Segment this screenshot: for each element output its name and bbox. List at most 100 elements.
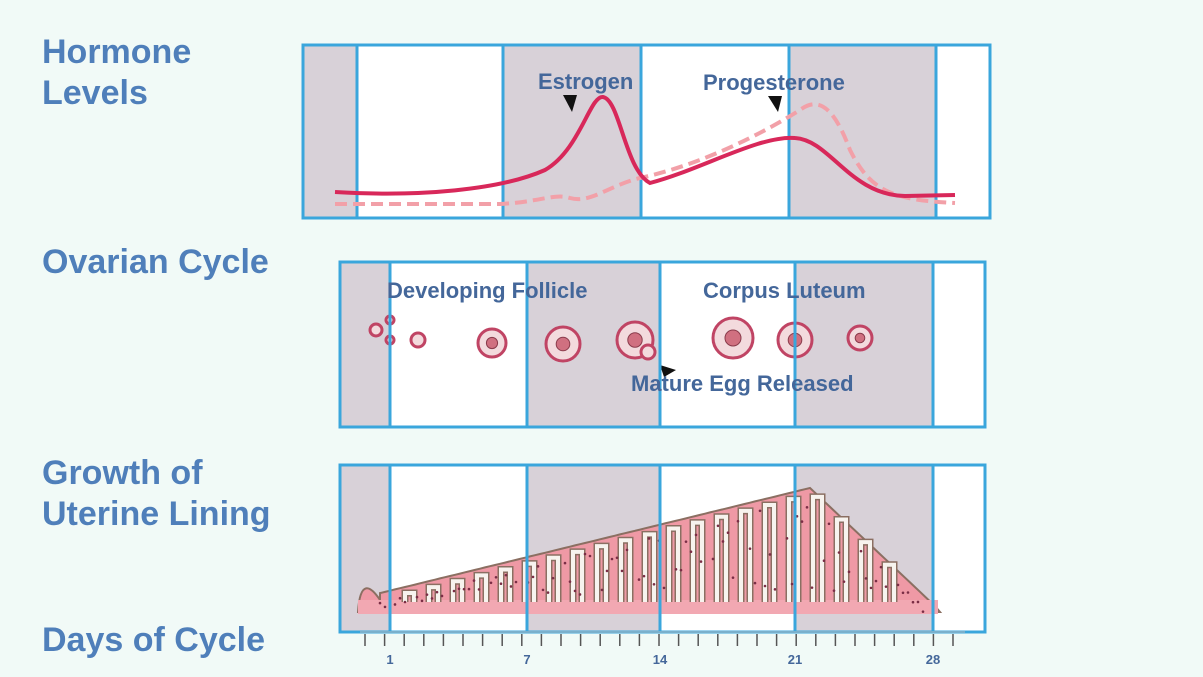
day-label: 1 [386, 652, 393, 667]
cell-dot [833, 589, 836, 592]
follicle [411, 333, 425, 347]
cell-dot [542, 589, 545, 592]
cell-dot [601, 589, 604, 592]
cell-dot [616, 556, 619, 559]
follicle-core [725, 330, 741, 346]
estrogen-label: Estrogen [538, 69, 633, 94]
cell-dot [416, 596, 419, 599]
cell-dot [663, 587, 666, 590]
day-ruler: 1 7 14 21 28 [360, 632, 965, 667]
cell-dot [727, 531, 730, 534]
cell-dot [801, 520, 804, 523]
row-label: Days of Cycle [42, 620, 265, 661]
follicle-core [556, 337, 570, 351]
follicle-core [486, 337, 497, 348]
cell-dot [717, 525, 720, 528]
cell-dot [680, 569, 683, 572]
lining-base [358, 600, 938, 614]
cell-dot [774, 588, 777, 591]
cell-dot [606, 570, 609, 573]
cell-dot [490, 582, 493, 585]
row-label: Ovarian Cycle [42, 242, 282, 283]
cell-dot [791, 583, 794, 586]
follicle [370, 324, 382, 336]
cell-dot [453, 590, 456, 593]
cell-dot [589, 555, 592, 558]
cell-dot [875, 580, 878, 583]
cell-dot [473, 579, 476, 582]
follicle-core [855, 333, 865, 343]
cell-dot [394, 603, 397, 606]
cell-dot [426, 593, 429, 596]
cell-dot [754, 582, 757, 585]
developing-follicle-label: Developing Follicle [387, 278, 587, 303]
cell-dot [828, 522, 831, 525]
cell-dot [421, 600, 424, 603]
page: Estrogen Progesterone Developing Follicl… [0, 0, 1203, 677]
cell-dot [860, 550, 863, 553]
cell-dot [922, 610, 925, 613]
cell-dot [769, 553, 772, 556]
cell-dot [399, 597, 402, 600]
day-label: 28 [926, 652, 940, 667]
row-label: Growth of Uterine Lining [42, 453, 282, 535]
cell-dot [478, 588, 481, 591]
cell-dot [552, 577, 555, 580]
cell-dot [764, 585, 767, 588]
cell-dot [811, 586, 814, 589]
cell-dot [870, 587, 873, 590]
cell-dot [885, 585, 888, 588]
cell-dot [786, 537, 789, 540]
cell-dot [564, 562, 567, 565]
cell-dot [675, 568, 678, 571]
cell-dot [690, 550, 693, 553]
cell-dot [500, 582, 503, 585]
cell-dot [621, 570, 624, 573]
cell-dot [880, 566, 883, 569]
cell-dot [648, 537, 651, 540]
cell-dot [806, 506, 809, 509]
cell-dot [737, 520, 740, 523]
cell-dot [404, 601, 407, 604]
cell-dot [638, 578, 641, 581]
cell-dot [912, 601, 915, 604]
cell-dot [907, 591, 910, 594]
cell-dot [515, 581, 518, 584]
cell-dot [495, 576, 498, 579]
hormone-panel: Estrogen Progesterone [303, 45, 990, 218]
cell-dot [848, 571, 851, 574]
cell-dot [441, 595, 444, 598]
cell-dot [685, 540, 688, 543]
cell-dot [643, 575, 646, 578]
cell-dot [712, 558, 715, 561]
cell-dot [379, 602, 382, 605]
cell-dot [579, 593, 582, 596]
cell-dot [695, 534, 698, 537]
day-label: 14 [653, 652, 668, 667]
cell-dot [611, 558, 614, 561]
cell-dot [431, 597, 434, 600]
cell-dot [732, 576, 735, 579]
row-label: Hormone Levels [42, 32, 282, 114]
cell-dot [384, 606, 387, 609]
progesterone-label: Progesterone [703, 70, 845, 95]
cell-dot [902, 591, 905, 594]
cell-dot [532, 576, 535, 579]
cell-dot [510, 585, 513, 588]
cell-dot [823, 559, 826, 562]
ovarian-panel: Developing Follicle Corpus Luteum Mature… [340, 262, 985, 427]
cell-dot [749, 547, 752, 550]
cell-dot [722, 540, 725, 543]
day-label: 21 [788, 652, 802, 667]
cell-dot [436, 591, 439, 594]
follicle [641, 345, 655, 359]
uterine-panel [340, 465, 985, 632]
cell-dot [626, 549, 629, 552]
cell-dot [458, 588, 461, 591]
cell-dot [865, 577, 868, 580]
cell-dot [759, 509, 762, 512]
cell-dot [917, 601, 920, 604]
cell-dot [463, 588, 466, 591]
cell-dot [468, 588, 471, 591]
cell-dot [537, 565, 540, 568]
